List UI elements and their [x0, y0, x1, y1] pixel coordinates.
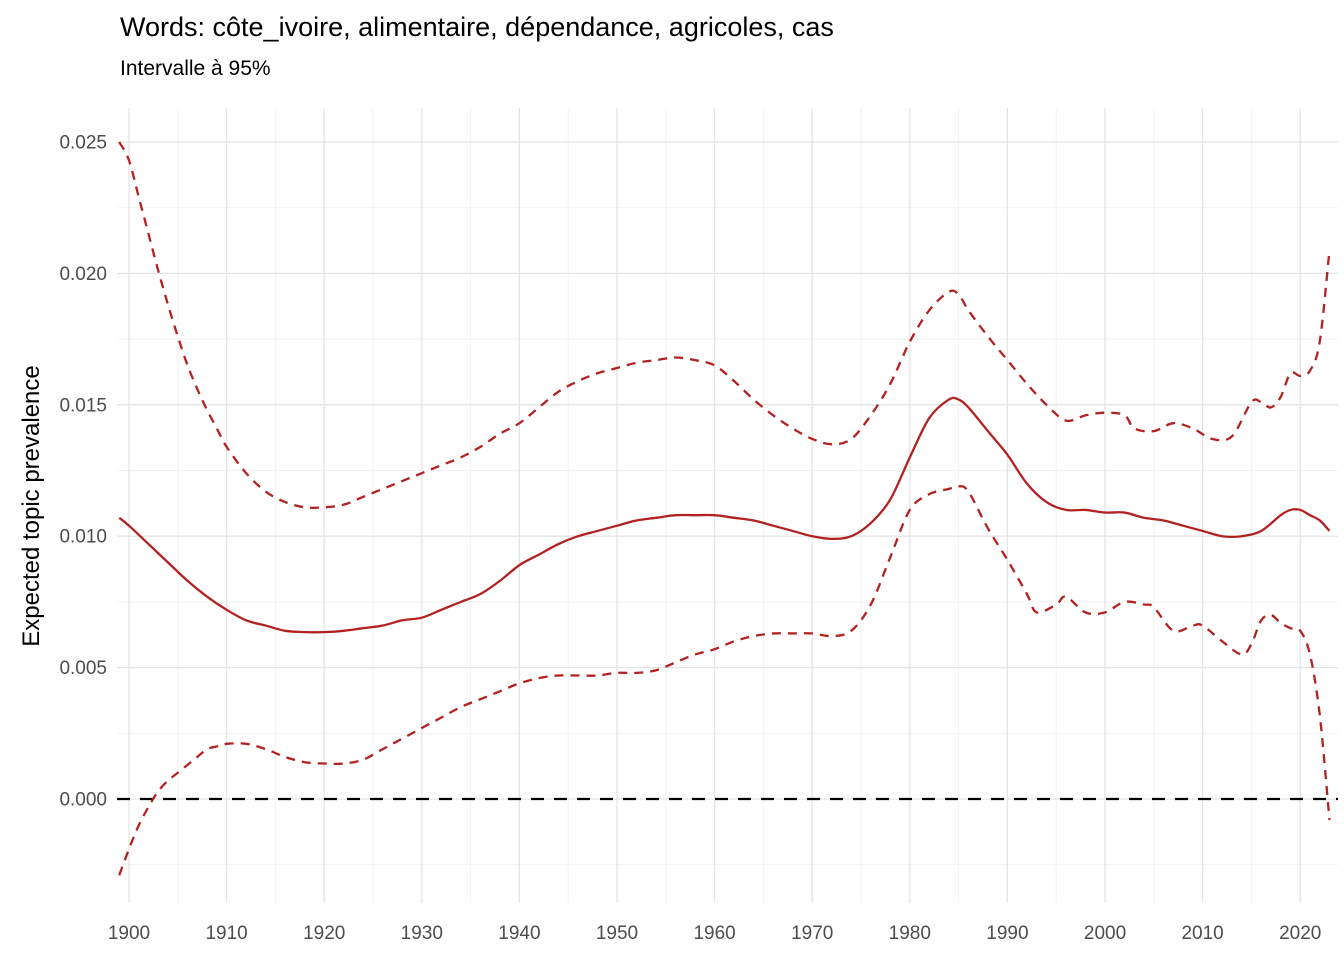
y-tick-label: 0.015 [59, 395, 107, 416]
chart-title: Words: côte_ivoire, alimentaire, dépenda… [120, 12, 834, 42]
x-tick-label: 2020 [1279, 923, 1321, 944]
ci-upper-line [118, 141, 1331, 509]
y-tick-label: 0.005 [59, 658, 107, 679]
x-tick-label: 1950 [596, 923, 638, 944]
x-tick-label: 1990 [986, 923, 1028, 944]
x-tick-label: 1930 [401, 923, 443, 944]
y-tick-label: 0.000 [59, 790, 107, 811]
mean-prevalence-line [118, 396, 1331, 634]
y-axis-title: Expected topic prevalence [8, 108, 56, 903]
y-axis-title-text: Expected topic prevalence [18, 364, 46, 647]
x-tick-label: 1920 [303, 923, 345, 944]
chart-subtitle: Intervalle à 95% [120, 57, 271, 80]
y-tick-label: 0.025 [59, 133, 107, 154]
y-tick-label: 0.020 [59, 264, 107, 285]
ci-lower-line [118, 485, 1331, 876]
x-tick-label: 1970 [791, 923, 833, 944]
x-tick-label: 1940 [498, 923, 540, 944]
x-tick-label: 1910 [205, 923, 247, 944]
x-tick-label: 2000 [1084, 923, 1126, 944]
x-tick-label: 1900 [108, 923, 150, 944]
x-tick-label: 1960 [693, 923, 735, 944]
x-tick-label: 2010 [1181, 923, 1223, 944]
y-tick-label: 0.010 [59, 527, 107, 548]
x-tick-label: 1980 [889, 923, 931, 944]
